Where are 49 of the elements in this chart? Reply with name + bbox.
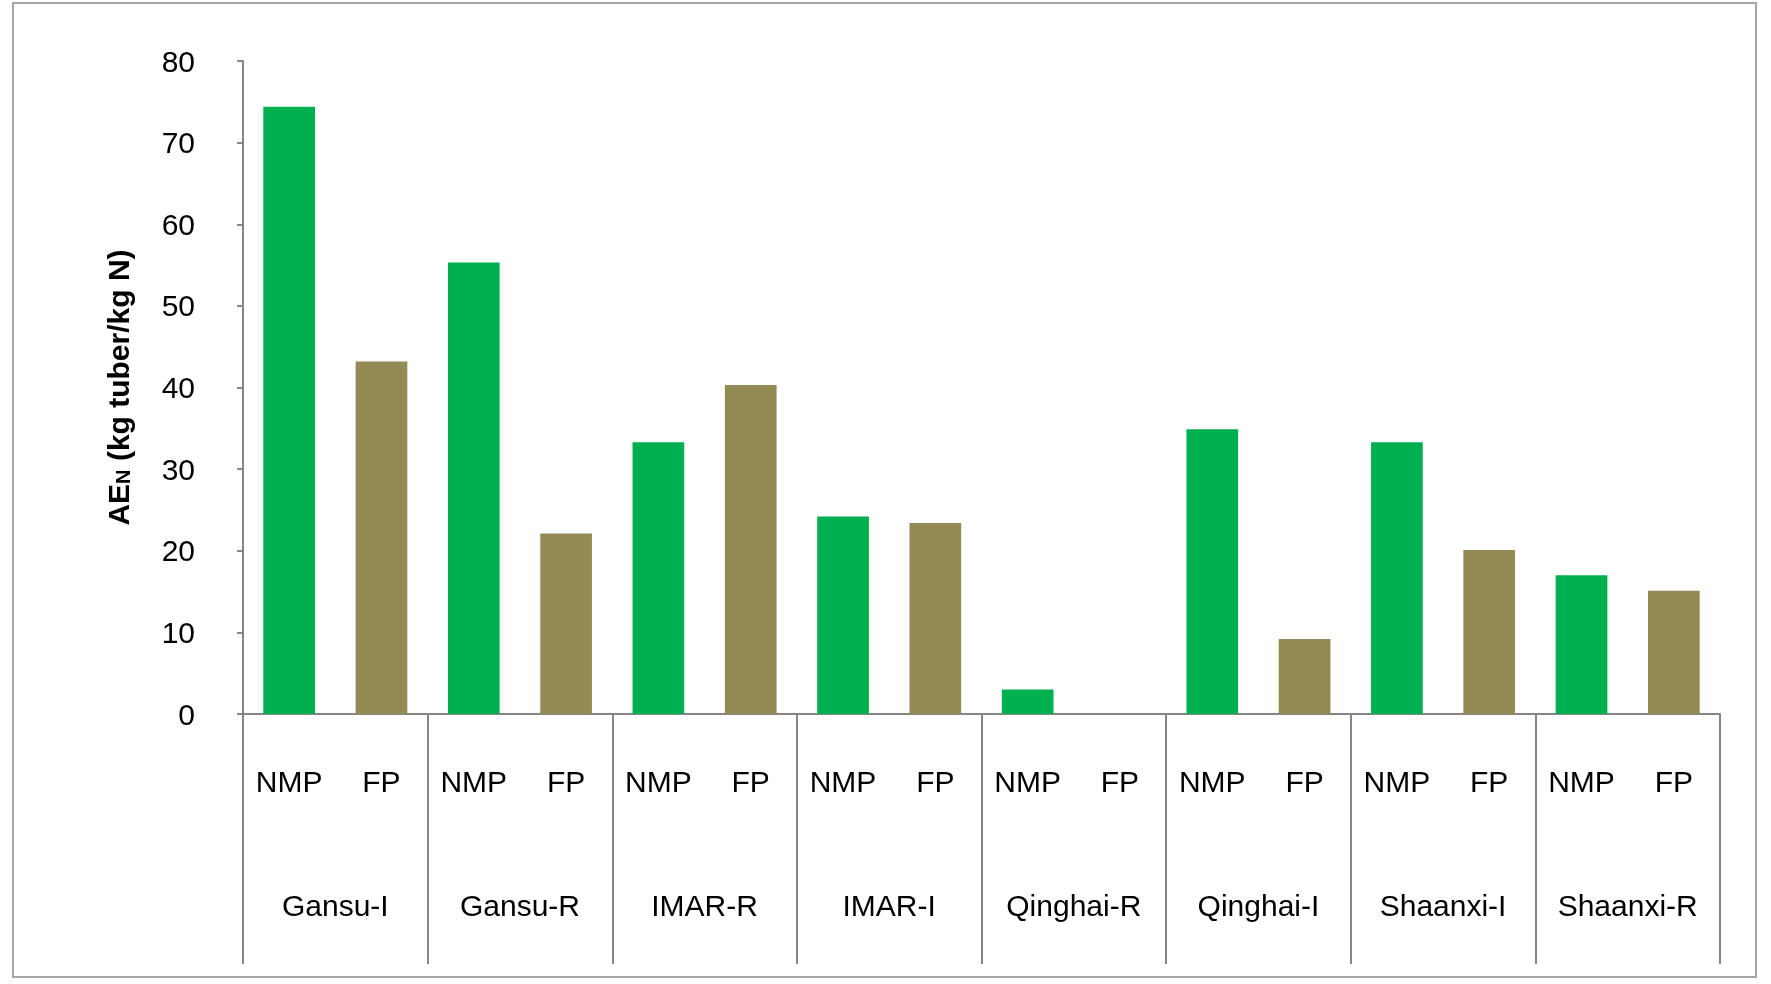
bar	[1648, 590, 1700, 714]
y-tick-label: 30	[161, 452, 195, 486]
x-tick-label: NMP	[625, 764, 692, 798]
x-tick-label: FP	[1654, 764, 1694, 798]
x-tick-label: FP	[916, 764, 955, 798]
x-tick-label: FP	[1100, 764, 1140, 798]
bar	[263, 106, 315, 714]
bar	[632, 442, 685, 714]
x-tick-label: FP	[1470, 764, 1509, 798]
y-tick-label: 70	[161, 126, 195, 160]
x-tick-label: FP	[1285, 764, 1324, 798]
text: Qinghai-R	[1006, 888, 1142, 922]
bar	[817, 516, 869, 714]
bar	[540, 533, 592, 714]
bar	[1371, 442, 1423, 714]
text: IMAR-I	[842, 888, 936, 922]
text: Shaanxi-R	[1557, 888, 1698, 922]
x-tick-label: NMP	[255, 764, 323, 798]
bar	[1278, 638, 1331, 714]
bar	[1555, 575, 1608, 714]
y-tick-label: 40	[161, 371, 195, 404]
bar	[1463, 549, 1516, 714]
y-tick-label: 20	[161, 534, 195, 568]
bar	[355, 361, 408, 714]
y-tick-label: 80	[161, 44, 195, 78]
x-tick-label: FP	[362, 764, 401, 798]
text: Gansu-R	[459, 888, 580, 922]
bar	[1186, 429, 1239, 714]
y-tick-label: 50	[161, 289, 195, 323]
bar	[724, 385, 777, 714]
x-tick-label: NMP	[809, 764, 877, 798]
y-tick-label: 60	[161, 207, 195, 241]
text: IMAR-R	[651, 888, 758, 922]
x-tick-label: NMP	[994, 764, 1061, 798]
x-tick-label: NMP	[1548, 764, 1615, 798]
x-tick-label: NMP	[1363, 764, 1431, 798]
bar	[1001, 689, 1054, 714]
text: Qinghai-I	[1197, 888, 1320, 922]
text: Shaanxi-I	[1379, 888, 1507, 922]
x-tick-label: FP	[731, 764, 770, 798]
y-tick-label: 0	[178, 697, 195, 731]
y-tick-label: 10	[161, 615, 195, 649]
x-tick-label: NMP	[1178, 764, 1246, 798]
x-tick-label: FP	[546, 764, 586, 798]
x-tick-label: NMP	[440, 764, 508, 798]
bar	[909, 523, 962, 714]
bar	[447, 262, 500, 714]
text: Gansu-I	[281, 888, 389, 922]
y-axis-title: AEN (kg tuber/kg N)	[101, 249, 135, 526]
